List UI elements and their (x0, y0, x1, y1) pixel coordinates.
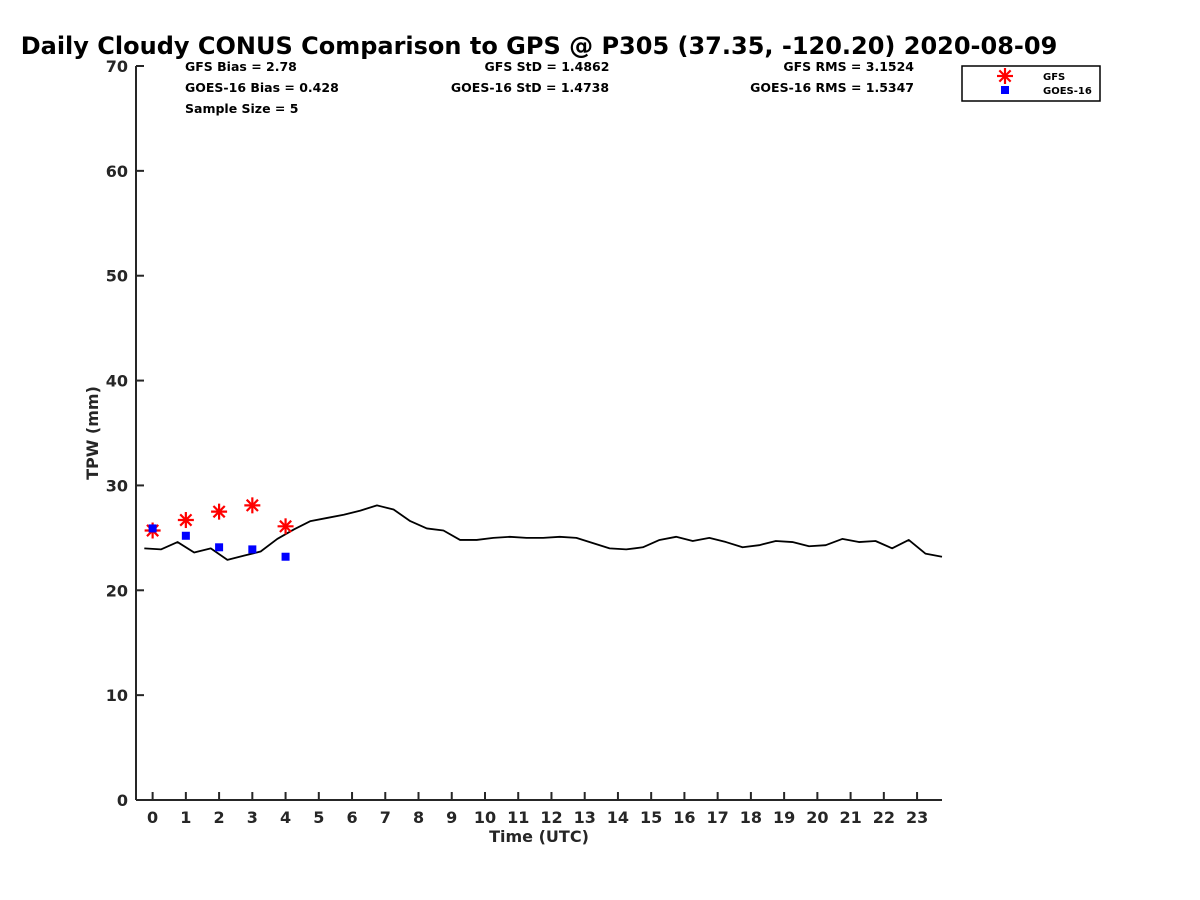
x-tick-label: 10 (474, 808, 496, 827)
x-tick-label: 11 (507, 808, 529, 827)
goes16-point (281, 552, 290, 561)
goes16-point (215, 543, 224, 552)
asterisk-stroke (279, 519, 293, 533)
legend-gfs-label: GFS (1043, 72, 1065, 83)
legend-goes-marker (1001, 86, 1009, 94)
y-tick-label: 50 (106, 267, 128, 286)
y-tick-label: 60 (106, 162, 128, 181)
y-tick-label: 20 (106, 581, 128, 600)
sample-size-label: Sample Size = 5 (185, 101, 298, 116)
x-tick-label: 23 (906, 808, 928, 827)
legend: GFS GOES-16 (961, 65, 1101, 102)
chart-title: Daily Cloudy CONUS Comparison to GPS @ P… (21, 32, 1058, 60)
x-tick-label: 19 (773, 808, 795, 827)
goes16-point (181, 531, 190, 540)
x-tick-label: 17 (707, 808, 729, 827)
goes16-point (148, 524, 157, 533)
x-tick-label: 14 (607, 808, 629, 827)
goes-bias-label: GOES-16 Bias = 0.428 (185, 80, 339, 95)
asterisk-stroke (998, 69, 1012, 83)
gfs-bias-label: GFS Bias = 2.78 (185, 59, 297, 74)
x-tick-label: 22 (873, 808, 895, 827)
x-ticks: 0 1 2 3 4 5 6 7 8 9 10 11 12 13 14 15 16 17 18 19 20 21 22 23 (147, 792, 928, 827)
y-tick-label: 40 (106, 372, 128, 391)
x-tick-label: 0 (147, 808, 158, 827)
x-tick-label: 13 (574, 808, 596, 827)
gps-tpw-line (144, 504, 943, 561)
x-tick-label: 20 (806, 808, 828, 827)
asterisk-stroke (179, 513, 193, 527)
legend-box (961, 65, 1101, 102)
goes-rms-label: GOES-16 RMS = 1.5347 (750, 80, 914, 95)
y-tick-label: 70 (106, 57, 128, 76)
x-tick-label: 16 (673, 808, 695, 827)
gfs-point (177, 512, 194, 529)
legend-goes-label: GOES-16 (1043, 86, 1092, 97)
y-tick-label: 0 (117, 791, 128, 810)
axes (135, 66, 942, 801)
x-tick-label: 6 (346, 808, 357, 827)
x-tick-label: 7 (380, 808, 391, 827)
x-tick-label: 3 (247, 808, 258, 827)
goes-std-label: GOES-16 StD = 1.4738 (451, 80, 609, 95)
y-axis-label: TPW (mm) (83, 386, 102, 480)
y-tick-label: 30 (106, 476, 128, 495)
y-tick-label: 10 (106, 686, 128, 705)
x-tick-label: 5 (313, 808, 324, 827)
x-tick-label: 15 (640, 808, 662, 827)
gfs-point (244, 497, 261, 514)
x-axis-label: Time (UTC) (489, 827, 589, 846)
gfs-rms-label: GFS RMS = 3.1524 (783, 59, 914, 74)
asterisk-stroke (212, 505, 226, 519)
x-tick-label: 1 (180, 808, 191, 827)
goes16-point (248, 545, 257, 554)
x-tick-label: 21 (839, 808, 861, 827)
legend-asterisk (997, 68, 1013, 84)
legend-gfs-marker (997, 68, 1013, 84)
x-tick-label: 12 (540, 808, 562, 827)
stats-annotations: GFS Bias = 2.78 GOES-16 Bias = 0.428 Sam… (185, 59, 914, 116)
y-ticks: 0 10 20 30 40 50 60 70 (106, 57, 144, 810)
gfs-point (277, 518, 294, 535)
gfs-std-label: GFS StD = 1.4862 (485, 59, 610, 74)
x-tick-label: 18 (740, 808, 762, 827)
asterisk-stroke (245, 498, 259, 512)
x-tick-label: 4 (280, 808, 291, 827)
plot-area (144, 497, 943, 561)
x-tick-label: 8 (413, 808, 424, 827)
x-tick-label: 9 (446, 808, 457, 827)
legend-square (1001, 86, 1009, 94)
x-tick-label: 2 (214, 808, 225, 827)
gfs-point (211, 503, 228, 520)
